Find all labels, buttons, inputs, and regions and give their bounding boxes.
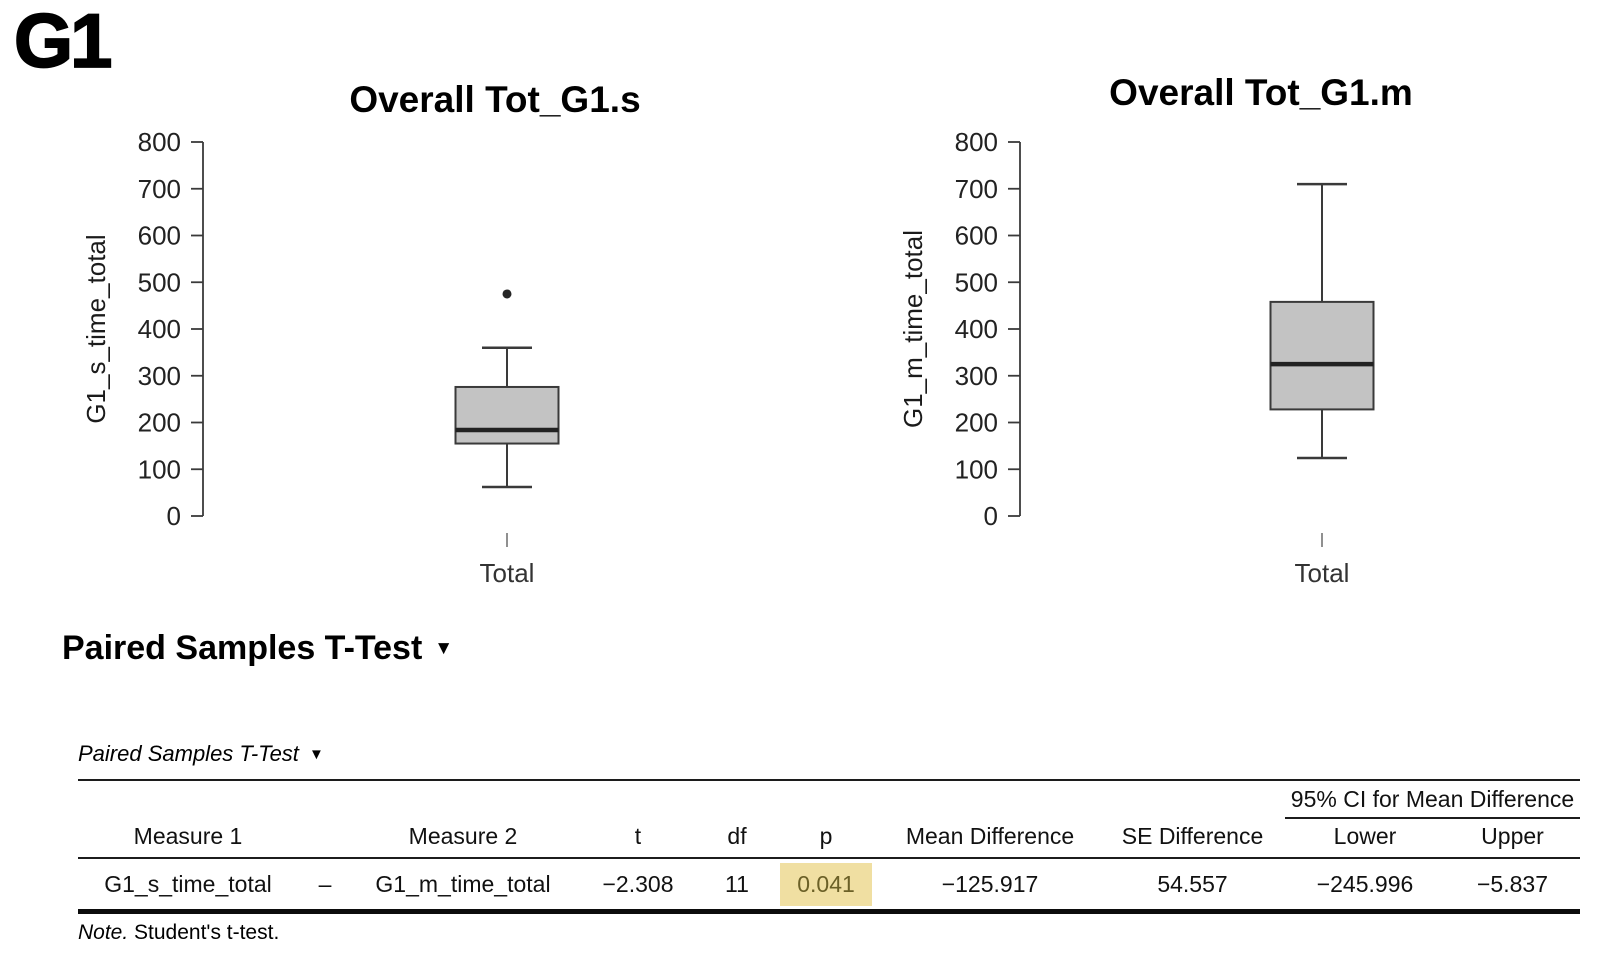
table-header-row: Measure 1 Measure 2 t df p Mean Differen…	[78, 819, 1580, 857]
y-tick-label: 400	[138, 314, 181, 344]
table-caption-label: Paired Samples T-Test	[78, 741, 299, 766]
boxplot-charts: Overall Tot_G1.s G1_s_time_total 0 100 200 30…	[81, 72, 1413, 588]
y-tick-label: 500	[138, 267, 181, 297]
col-header-df: df	[727, 823, 747, 849]
col-header-t: t	[634, 823, 642, 849]
table-note: Note. Student's t-test.	[78, 921, 1580, 945]
iqr-box	[454, 385, 560, 445]
cell-df: 11	[725, 870, 749, 897]
y-axis-label: G1_m_time_total	[898, 230, 928, 428]
col-header-measure1: Measure 1	[133, 823, 243, 849]
cell-lower: −245.996	[1316, 870, 1414, 897]
section-heading[interactable]: Paired Samples T-Test ▼	[62, 629, 453, 668]
y-axis-label: G1_s_time_total	[81, 234, 111, 423]
col-header-mean-difference: Mean Difference	[905, 823, 1075, 849]
cell-upper: −5.837	[1477, 870, 1548, 897]
col-header-upper: Upper	[1481, 823, 1544, 849]
ttest-table: Paired Samples T-Test ▼ 95% CI for Mean D…	[78, 741, 1580, 945]
cell-measure1: G1_s_time_total	[104, 870, 272, 897]
section-heading-label: Paired Samples T-Test	[62, 629, 423, 667]
table-row: G1_s_time_total – G1_m_time_total −2.308…	[78, 859, 1580, 909]
cell-measure2: G1_m_time_total	[375, 870, 551, 897]
y-tick-label: 600	[138, 221, 181, 251]
y-tick-label: 800	[955, 127, 998, 157]
col-header-se-difference: SE Difference	[1121, 823, 1264, 849]
y-tick-label: 700	[955, 174, 998, 204]
y-tick-label: 800	[138, 127, 181, 157]
chart-title: Overall Tot_G1.s	[349, 79, 640, 120]
col-header-lower: Lower	[1333, 823, 1397, 849]
boxplot-chart-1: Overall Tot_G1.s G1_s_time_total 0 100 200 30…	[81, 79, 641, 588]
y-tick-label: 300	[138, 361, 181, 391]
y-tick-label: 100	[955, 454, 998, 484]
table-header-rule	[78, 857, 1580, 859]
table-top-rule	[78, 779, 1580, 781]
cell-se-difference: 54.557	[1157, 870, 1228, 897]
note-label: Note.	[78, 921, 129, 944]
y-tick-label: 0	[984, 501, 998, 531]
y-tick-label: 100	[138, 454, 181, 484]
table-menu-triangle-icon[interactable]: ▼	[308, 746, 324, 763]
y-tick-label: 700	[138, 174, 181, 204]
col-header-separator	[298, 850, 352, 857]
y-tick-label: 300	[955, 361, 998, 391]
iqr-box	[1269, 300, 1375, 411]
cell-separator: –	[318, 870, 332, 897]
cell-t: −2.308	[602, 870, 674, 897]
x-category-label: Total	[480, 558, 535, 588]
cell-p: 0.041	[772, 862, 880, 906]
boxplot-chart-2: Overall Tot_G1.m G1_m_time_total 0 100 200 30…	[898, 72, 1413, 588]
y-tick-label: 500	[955, 267, 998, 297]
y-tick-label: 200	[955, 408, 998, 438]
page-title: G1	[13, 0, 113, 84]
chart-title: Overall Tot_G1.m	[1109, 72, 1413, 113]
y-tick-label: 400	[955, 314, 998, 344]
y-tick-label: 600	[955, 221, 998, 251]
outlier-point	[502, 289, 512, 299]
table-ci-header-row: 95% CI for Mean Difference	[78, 781, 1580, 819]
col-header-measure2: Measure 2	[408, 823, 518, 849]
ci-span-header: 95% CI for Mean Difference	[1285, 786, 1580, 819]
col-header-p: p	[819, 823, 833, 849]
section-collapse-triangle-icon[interactable]: ▼	[434, 638, 454, 659]
p-value-highlight: 0.041	[780, 862, 872, 906]
y-tick-label: 200	[138, 408, 181, 438]
table-caption[interactable]: Paired Samples T-Test ▼	[78, 741, 1580, 767]
x-category-label: Total	[1295, 558, 1350, 588]
note-text: Student's t-test.	[128, 921, 280, 944]
y-tick-label: 0	[167, 501, 181, 531]
table-bottom-rule	[78, 909, 1580, 914]
cell-mean-difference: −125.917	[941, 870, 1039, 897]
